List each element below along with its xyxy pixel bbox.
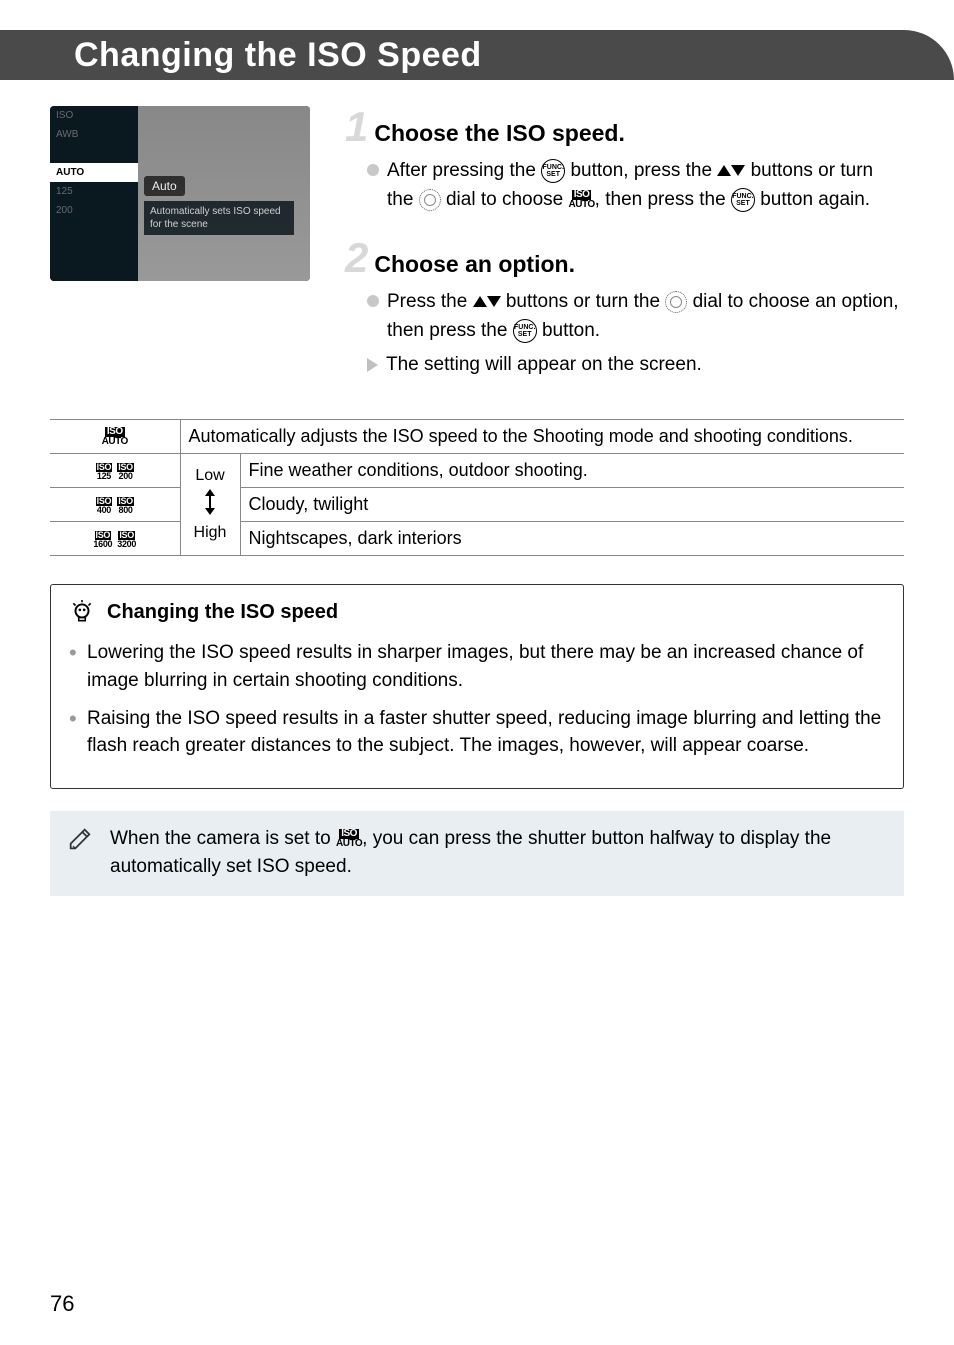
lcd-screenshot: ISO AWB AUTO 125 200 Auto Automatically … [50,106,310,281]
updown-arrow-icon [205,489,215,515]
tip-list: Lowering the ISO speed results in sharpe… [69,639,885,759]
iso-table: ISOAUTO Automatically adjusts the ISO sp… [50,419,904,556]
page-title-bar: Changing the ISO Speed [50,30,904,81]
control-dial-icon [419,189,441,211]
step-title: Choose an option. [374,251,575,278]
low-high-cell: Low High [180,454,240,556]
lcd-menu-item: 200 [50,201,138,220]
lcd-menu-item: ISO [50,106,138,125]
bullet-icon [367,164,379,176]
step-text: The setting will appear on the screen. [386,350,702,379]
table-row: ISOAUTO Automatically adjusts the ISO sp… [50,420,904,454]
steps-container: 1 Choose the ISO speed. After pressing t… [345,106,904,401]
step-2: 2 Choose an option. Press the buttons or… [345,237,904,379]
step1-row: ISO AWB AUTO 125 200 Auto Automatically … [50,106,904,401]
iso-auto-icon: ISOAUTO [102,427,128,447]
lcd-active-label: AUTO [56,167,84,178]
low-label: Low [189,467,232,485]
tip-box: Changing the ISO speed Lowering the ISO … [50,584,904,788]
lcd-menu-column: ISO AWB AUTO 125 200 [50,106,138,281]
iso-icons-cell: ISO1600 ISO3200 [50,522,180,556]
bullet-icon [367,295,379,307]
iso-icons-cell: ISO125 ISO200 [50,454,180,488]
page-title: Changing the ISO Speed [50,30,904,81]
lightbulb-icon [69,599,95,625]
up-arrow-icon [473,296,487,307]
func-set-icon: FUNC.SET [513,319,537,343]
table-row: ISO125 ISO200 Low High Fine weather cond… [50,454,904,488]
note-pre: When the camera is set to [110,828,336,849]
func-set-icon: FUNC.SET [541,159,565,183]
iso-desc: Fine weather conditions, outdoor shootin… [240,454,904,488]
iso-auto-cell: ISOAUTO [50,420,180,454]
iso-400-icon: ISO400 [96,497,113,515]
control-dial-icon [665,291,687,313]
note-box: When the camera is set to ISOAUTO, you c… [50,811,904,896]
table-row: ISO400 ISO800 Cloudy, twilight [50,488,904,522]
step-text: Press the buttons or turn the dial to ch… [387,287,904,346]
iso-1600-icon: ISO1600 [93,531,112,549]
lcd-menu-item [50,144,138,163]
iso-auto-icon: ISOAUTO [569,190,595,210]
step-head: 2 Choose an option. [345,237,904,279]
step-line: After pressing the FUNC.SET button, pres… [367,156,904,215]
down-arrow-icon [731,165,745,176]
tip-title: Changing the ISO speed [107,601,338,624]
func-set-icon: FUNC.SET [731,188,755,212]
step-line: The setting will appear on the screen. [367,350,904,379]
lcd-popup-title: Auto [144,176,185,196]
tip-header: Changing the ISO speed [69,599,885,625]
iso-125-icon: ISO125 [96,463,113,481]
lcd-menu-item [50,220,138,239]
lcd-menu-item-active: AUTO [50,163,138,182]
step-number: 2 [345,237,368,279]
step-body: Press the buttons or turn the dial to ch… [345,287,904,379]
note-text: When the camera is set to ISOAUTO, you c… [110,825,888,882]
high-label: High [189,524,232,542]
down-arrow-icon [487,296,501,307]
pencil-note-icon [66,825,94,853]
step-number: 1 [345,106,368,148]
iso-3200-icon: ISO3200 [117,531,136,549]
step-line: Press the buttons or turn the dial to ch… [367,287,904,346]
tip-item: Lowering the ISO speed results in sharpe… [69,639,885,694]
iso-800-icon: ISO800 [117,497,134,515]
up-arrow-icon [717,165,731,176]
tip-item: Raising the ISO speed results in a faste… [69,705,885,760]
page-number: 76 [50,1291,74,1317]
lcd-popup-desc: Automatically sets ISO speed for the sce… [144,201,294,235]
step-head: 1 Choose the ISO speed. [345,106,904,148]
lcd-menu-item: 125 [50,182,138,201]
iso-auto-desc: Automatically adjusts the ISO speed to t… [180,420,904,454]
iso-200-icon: ISO200 [117,463,134,481]
iso-auto-icon: ISOAUTO [336,829,362,849]
iso-icons-cell: ISO400 ISO800 [50,488,180,522]
step-1: 1 Choose the ISO speed. After pressing t… [345,106,904,215]
step-body: After pressing the FUNC.SET button, pres… [345,156,904,215]
lcd-menu-item: AWB [50,125,138,144]
result-arrow-icon [367,358,378,372]
table-row: ISO1600 ISO3200 Nightscapes, dark interi… [50,522,904,556]
iso-desc: Cloudy, twilight [240,488,904,522]
step-text: After pressing the FUNC.SET button, pres… [387,156,904,215]
iso-desc: Nightscapes, dark interiors [240,522,904,556]
step-title: Choose the ISO speed. [374,120,625,147]
